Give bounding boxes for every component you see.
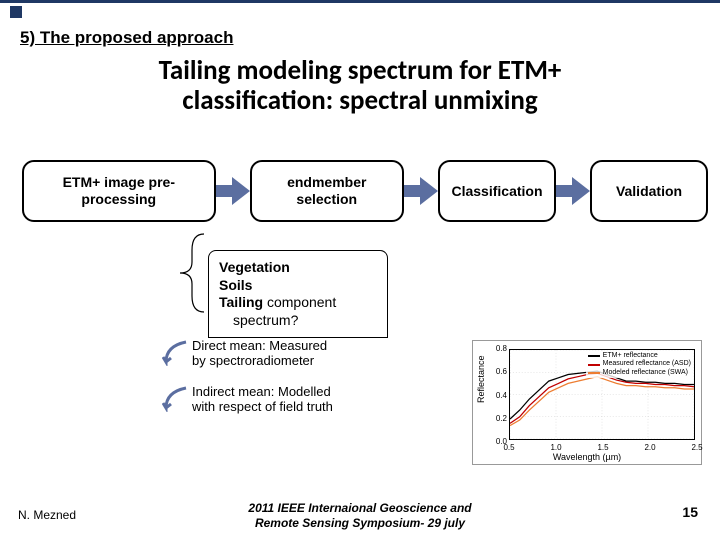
slide-title: Tailing modeling spectrum for ETM+ class…	[0, 56, 720, 115]
indirect-l1: Indirect mean: Modelled	[192, 384, 397, 399]
flow-node-label: ETM+ image pre-processing	[34, 174, 204, 208]
legend-item: Modeled reflectance (SWA)	[588, 369, 691, 377]
page-number: 15	[682, 504, 698, 520]
conf-l2: Remote Sensing Symposium- 29 july	[248, 516, 471, 530]
top-accent-bar	[0, 0, 720, 20]
flow-node-endmember: endmember selection	[250, 160, 404, 222]
chart-ytick: 0.2	[477, 414, 507, 423]
endmember-item: Vegetation	[219, 259, 377, 277]
chart-xtick: 2.5	[691, 443, 702, 452]
curve-arrow-icon	[162, 386, 188, 412]
direct-l1: Direct mean: Measured	[192, 338, 397, 353]
author-name: N. Mezned	[18, 508, 76, 522]
tailing-line2: spectrum?	[219, 312, 377, 330]
bracket-icon	[178, 232, 206, 314]
section-header: 5) The proposed approach	[20, 28, 233, 48]
chart-xtick: 1.5	[597, 443, 608, 452]
means-block: Direct mean: Measured by spectroradiomet…	[192, 338, 397, 430]
legend-item: ETM+ reflectance	[588, 352, 691, 360]
chart-xtick: 0.5	[503, 443, 514, 452]
endmember-item: Soils	[219, 277, 377, 295]
indirect-l2: with respect of field truth	[192, 399, 397, 414]
chart-legend: ETM+ reflectanceMeasured reflectance (AS…	[586, 351, 693, 378]
flow-node-label: endmember selection	[262, 174, 392, 208]
reflectance-chart: Reflectance Wavelength (µm) ETM+ reflect…	[472, 340, 702, 465]
title-line-1: Tailing modeling spectrum for ETM+	[0, 56, 720, 86]
direct-l2: by spectroradiometer	[192, 353, 397, 368]
flow-node-label: Classification	[451, 183, 542, 200]
conf-l1: 2011 IEEE Internaional Geoscience and	[248, 501, 471, 515]
flow-arrow-icon	[216, 177, 250, 205]
accent-square	[10, 6, 22, 18]
direct-mean: Direct mean: Measured by spectroradiomet…	[192, 338, 397, 368]
flow-node-classification: Classification	[438, 160, 556, 222]
chart-ytick: 0.6	[477, 367, 507, 376]
legend-item: Measured reflectance (ASD)	[588, 360, 691, 368]
flow-arrow-icon	[404, 177, 438, 205]
endmember-tailing: Tailing component	[219, 294, 377, 312]
chart-ytick: 0.4	[477, 391, 507, 400]
chart-xlabel: Wavelength (µm)	[473, 452, 701, 462]
chart-ytick: 0.8	[477, 344, 507, 353]
flow-arrow-icon	[556, 177, 590, 205]
indirect-mean: Indirect mean: Modelled with respect of …	[192, 384, 397, 414]
flow-diagram: ETM+ image pre-processing endmember sele…	[22, 160, 708, 222]
tailing-bold: Tailing	[219, 294, 263, 310]
flow-node-label: Validation	[616, 183, 682, 200]
flow-node-preprocessing: ETM+ image pre-processing	[22, 160, 216, 222]
curve-arrow-icon	[162, 340, 188, 366]
flow-node-validation: Validation	[590, 160, 708, 222]
conference-footer: 2011 IEEE Internaional Geoscience and Re…	[248, 501, 471, 530]
title-line-2: classification: spectral unmixing	[0, 86, 720, 116]
endmember-list: Vegetation Soils Tailing component spect…	[208, 250, 388, 338]
chart-xtick: 1.0	[550, 443, 561, 452]
chart-xtick: 2.0	[644, 443, 655, 452]
tailing-rest: component	[263, 294, 336, 310]
